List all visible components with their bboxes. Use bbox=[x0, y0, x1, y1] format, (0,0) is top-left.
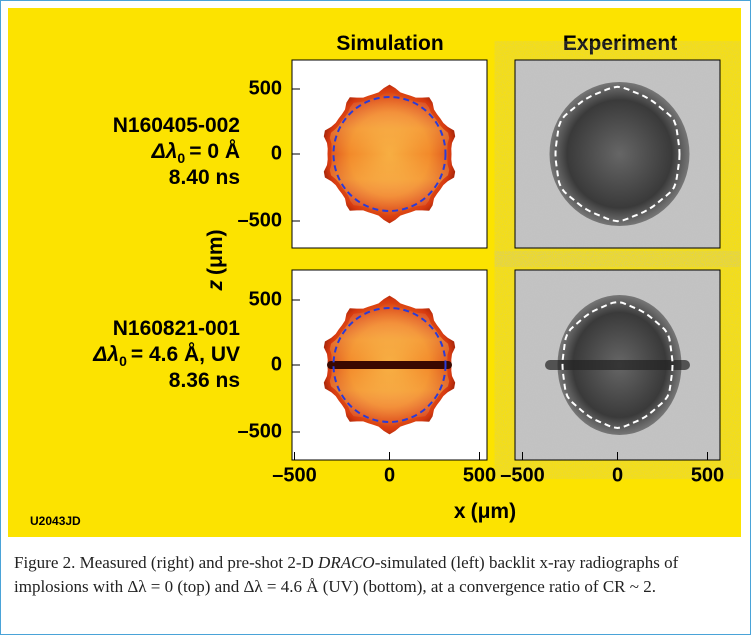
x-tick-label: 500 bbox=[463, 464, 496, 486]
shot-label: N160405-002 bbox=[113, 114, 240, 137]
axis-symbol: x bbox=[454, 500, 466, 523]
equator-band bbox=[545, 360, 690, 370]
caption: Figure 2. Measured (right) and pre-shot … bbox=[14, 551, 736, 599]
axis-symbol: z bbox=[204, 280, 227, 292]
y-axis-label: z (μm) bbox=[204, 229, 227, 291]
y-tick-label: 0 bbox=[271, 353, 282, 375]
shot-label: N160821-001 bbox=[113, 317, 241, 340]
symbol: Δλ bbox=[151, 140, 178, 163]
axis-unit: (μm) bbox=[471, 500, 517, 523]
x-tick-label: –500 bbox=[272, 464, 317, 486]
x-axis-label: x(μm) bbox=[454, 500, 516, 523]
y-tick-label: 0 bbox=[271, 142, 282, 164]
y-tick-label: 500 bbox=[249, 288, 282, 310]
measured-shell bbox=[550, 82, 690, 226]
column-title: Experiment bbox=[563, 32, 677, 55]
condition-label: Δλ0= 0 Å bbox=[151, 139, 240, 166]
subscript: 0 bbox=[119, 353, 127, 369]
y-tick-label: –500 bbox=[238, 420, 283, 442]
y-tick-label: 500 bbox=[249, 77, 282, 99]
condition-detail: = 0 Å bbox=[189, 139, 240, 163]
equator-band bbox=[327, 361, 452, 369]
figure-code: U2043JD bbox=[30, 514, 81, 528]
time-label: 8.36 ns bbox=[169, 369, 240, 392]
condition-label: Δλ0= 4.6 Å, UV bbox=[92, 342, 240, 369]
time-label: 8.40 ns bbox=[169, 166, 240, 189]
symbol: Δλ bbox=[92, 343, 119, 366]
column-title: Simulation bbox=[336, 32, 443, 55]
x-tick-label: 500 bbox=[691, 464, 724, 486]
axis-unit: (μm) bbox=[204, 229, 227, 275]
subscript: 0 bbox=[177, 150, 185, 166]
condition-detail: = 4.6 Å, UV bbox=[131, 342, 240, 366]
caption-text: Figure 2. Measured (right) and pre-shot … bbox=[14, 553, 318, 572]
x-tick-label: –500 bbox=[500, 464, 545, 486]
x-tick-label: 0 bbox=[612, 464, 623, 486]
y-tick-label: –500 bbox=[238, 209, 283, 231]
caption-emphasis: DRACO bbox=[318, 553, 375, 572]
x-tick-label: 0 bbox=[384, 464, 395, 486]
page: {"figure": { "columns": ["Simulation", "… bbox=[0, 0, 751, 635]
